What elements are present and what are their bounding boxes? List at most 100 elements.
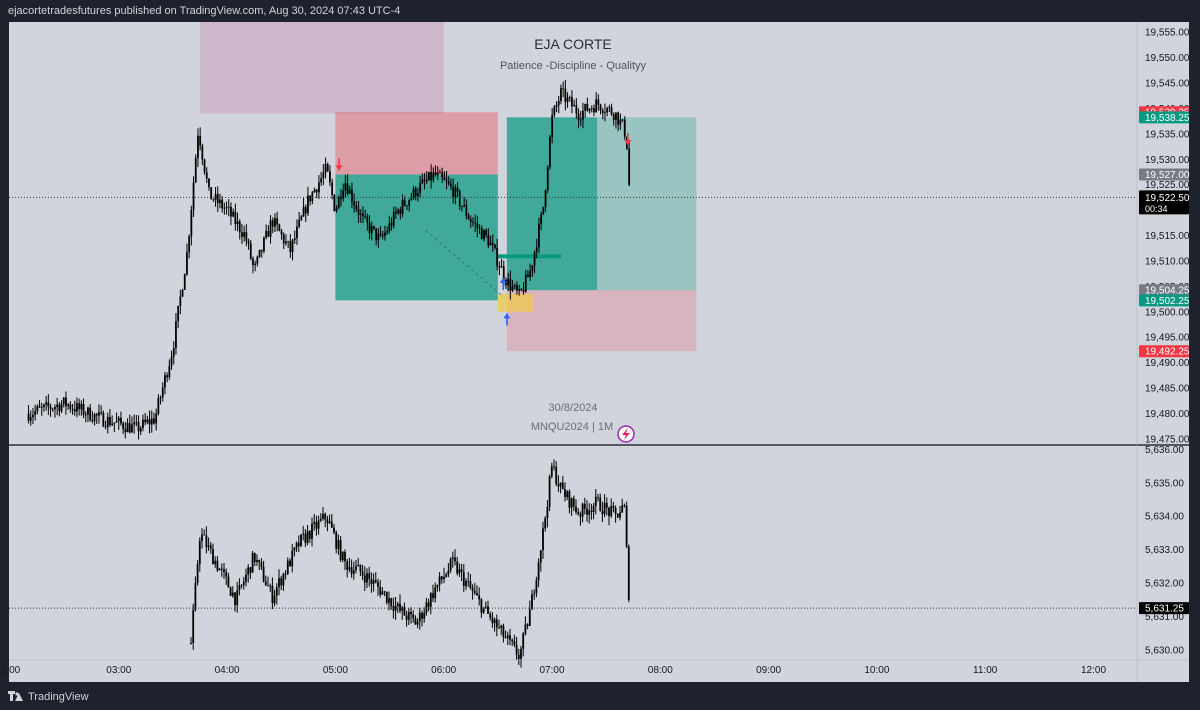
candle-body bbox=[29, 417, 32, 421]
lower-y-tick-label: 5,630.00 bbox=[1145, 645, 1184, 656]
candle-body bbox=[410, 197, 413, 201]
candle-body bbox=[390, 222, 393, 226]
candle-body bbox=[594, 496, 597, 506]
candle-body bbox=[280, 230, 283, 235]
candle-body bbox=[346, 561, 349, 570]
bolt-icon[interactable] bbox=[617, 425, 635, 443]
candle-body bbox=[269, 220, 272, 237]
candle-body bbox=[359, 564, 362, 572]
candle-body bbox=[337, 196, 340, 209]
candle-body bbox=[267, 230, 270, 237]
candle-body bbox=[381, 235, 384, 237]
candle-body bbox=[264, 581, 267, 586]
candle-body bbox=[381, 591, 384, 595]
lower-y-tick-label: 5,632.00 bbox=[1145, 579, 1184, 590]
candle-body bbox=[615, 112, 617, 120]
price-label-bg bbox=[1139, 111, 1189, 124]
candle-body bbox=[608, 107, 611, 109]
candle-body bbox=[175, 321, 177, 349]
candle-body bbox=[234, 211, 237, 225]
countdown-label: 00:34 bbox=[1145, 204, 1168, 214]
candle-body bbox=[559, 482, 562, 487]
candle-body bbox=[106, 417, 109, 428]
candle-body bbox=[38, 406, 41, 408]
tradingview-logo[interactable]: TradingView bbox=[8, 691, 89, 703]
y-tick-label: 19,535.00 bbox=[1145, 129, 1190, 140]
candle-body bbox=[469, 219, 472, 223]
chart-canvas[interactable]: EJA CORTE Patience -Discipline - Quality… bbox=[0, 0, 1200, 686]
price-label: 19,538.25 bbox=[1145, 113, 1190, 124]
candle-body bbox=[368, 222, 371, 234]
candle-body bbox=[531, 594, 533, 610]
y-tick-label: 19,510.00 bbox=[1145, 256, 1190, 267]
candle-body bbox=[304, 533, 307, 543]
candle-body bbox=[619, 512, 621, 518]
candle-body bbox=[537, 562, 540, 581]
candle-body bbox=[357, 209, 360, 216]
candle-body bbox=[153, 418, 155, 424]
candle-body bbox=[76, 403, 78, 412]
candle-body bbox=[506, 635, 509, 638]
candle-body bbox=[139, 428, 142, 432]
candle-body bbox=[421, 612, 423, 619]
candle-body bbox=[208, 178, 210, 188]
candle-body bbox=[375, 228, 378, 241]
candle-body bbox=[597, 496, 599, 498]
candle-body bbox=[54, 407, 56, 410]
price-label-bg bbox=[1139, 190, 1189, 215]
candle-body bbox=[309, 195, 312, 202]
candle-body bbox=[590, 108, 593, 110]
candle-body bbox=[342, 190, 345, 199]
candle-body bbox=[515, 644, 518, 655]
candle-body bbox=[616, 513, 619, 518]
lower-candles bbox=[190, 459, 630, 668]
publish-header: ejacortetradesfutures published on Tradi… bbox=[0, 0, 1200, 22]
tradingview-logo-icon bbox=[8, 691, 23, 701]
candle-body bbox=[243, 232, 246, 237]
candle-body bbox=[205, 535, 208, 548]
candle-body bbox=[27, 413, 30, 421]
candle-body bbox=[247, 241, 250, 244]
x-tick-label: 05:00 bbox=[323, 665, 348, 676]
candle-body bbox=[383, 591, 386, 593]
signal-arrow-head bbox=[503, 313, 511, 319]
candle-body bbox=[135, 421, 138, 423]
x-tick-label: 08:00 bbox=[648, 665, 673, 676]
y-tick-label: 19,490.00 bbox=[1145, 358, 1190, 369]
candle-body bbox=[355, 205, 358, 210]
candle-body bbox=[128, 422, 131, 433]
candle-body bbox=[474, 222, 477, 224]
candle-body bbox=[601, 510, 604, 515]
candle-body bbox=[548, 476, 551, 507]
candle-body bbox=[447, 181, 450, 184]
candle-body bbox=[291, 239, 294, 252]
candle-body bbox=[614, 507, 617, 514]
candle-body bbox=[113, 422, 116, 424]
candle-body bbox=[423, 612, 426, 619]
candle-body bbox=[51, 409, 54, 410]
candle-body bbox=[511, 286, 514, 291]
candle-body bbox=[214, 194, 217, 200]
candle-body bbox=[566, 97, 569, 102]
candle-body bbox=[131, 424, 133, 433]
candle-body bbox=[249, 243, 252, 259]
candle-body bbox=[212, 199, 215, 201]
candle-body bbox=[412, 614, 415, 619]
candle-body bbox=[120, 417, 122, 424]
candle-body bbox=[45, 402, 48, 405]
candle-body bbox=[509, 635, 511, 640]
candle-body bbox=[608, 507, 610, 517]
candle-body bbox=[386, 231, 389, 233]
candle-body bbox=[498, 266, 501, 268]
candle-body bbox=[546, 167, 549, 191]
candle-body bbox=[328, 521, 331, 524]
candle-body bbox=[273, 595, 276, 604]
candle-body bbox=[555, 466, 558, 485]
candle-body bbox=[454, 187, 457, 198]
signal-arrow-head bbox=[499, 277, 507, 283]
candle-body bbox=[335, 532, 338, 549]
candle-body bbox=[579, 119, 582, 121]
candle-body bbox=[307, 195, 309, 214]
candle-body bbox=[489, 613, 492, 618]
zones-layer bbox=[200, 22, 697, 352]
